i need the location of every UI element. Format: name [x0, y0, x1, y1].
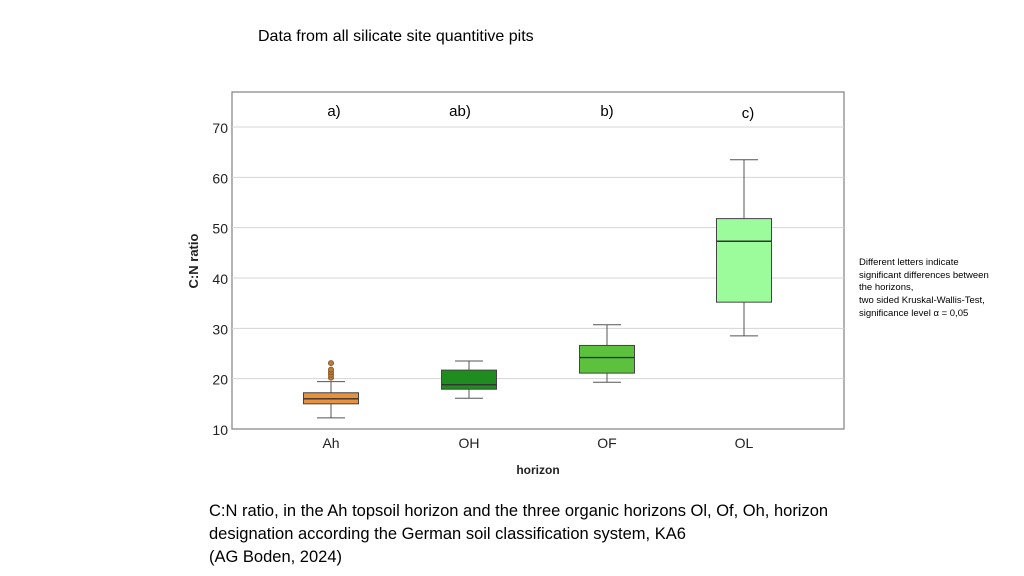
note-line: significant differences between	[859, 269, 989, 281]
significance-letter: a)	[327, 103, 340, 120]
y-tick-label: 10	[212, 422, 228, 438]
y-tick-label: 60	[212, 170, 228, 186]
figure-caption: C:N ratio, in the Ah topsoil horizon and…	[209, 500, 828, 569]
box-iqr	[441, 369, 497, 390]
x-tick-label: OH	[459, 435, 480, 451]
x-tick-label: OL	[735, 435, 754, 451]
box-ol	[716, 159, 772, 337]
note-line: significance level α = 0,05	[859, 307, 969, 319]
box-iqr	[716, 218, 772, 303]
slide-title: Data from all silicate site quantitive p…	[258, 28, 534, 45]
caption-line: (AG Boden, 2024)	[209, 548, 342, 566]
caption-line: C:N ratio, in the Ah topsoil horizon and…	[209, 502, 829, 520]
box-ah	[303, 360, 359, 419]
outlier-point	[327, 360, 334, 367]
note-line: the horizons,	[859, 282, 914, 294]
box-of	[579, 324, 635, 383]
box-oh	[441, 360, 497, 399]
x-tick-label: Ah	[322, 435, 339, 451]
box-iqr	[579, 344, 635, 374]
caption-line: designation according the German soil cl…	[209, 525, 686, 543]
y-tick-label: 70	[212, 120, 228, 136]
significance-note: Different letters indicate significant d…	[859, 257, 1019, 321]
outlier-point	[327, 366, 334, 373]
significance-letter: b)	[600, 103, 613, 120]
y-tick-label: 30	[212, 321, 228, 337]
y-tick-label: 50	[212, 221, 228, 237]
y-axis-label: C:N ratio	[186, 233, 201, 288]
x-axis-label: horizon	[516, 463, 559, 477]
x-tick-label: OF	[597, 435, 616, 451]
y-tick-label: 40	[212, 271, 228, 287]
y-tick-label: 20	[212, 372, 228, 388]
significance-letter: c)	[742, 105, 755, 122]
note-line: Different letters indicate	[859, 257, 959, 268]
note-line: two sided Kruskal-Wallis-Test,	[859, 295, 985, 307]
significance-letter: ab)	[449, 103, 471, 120]
